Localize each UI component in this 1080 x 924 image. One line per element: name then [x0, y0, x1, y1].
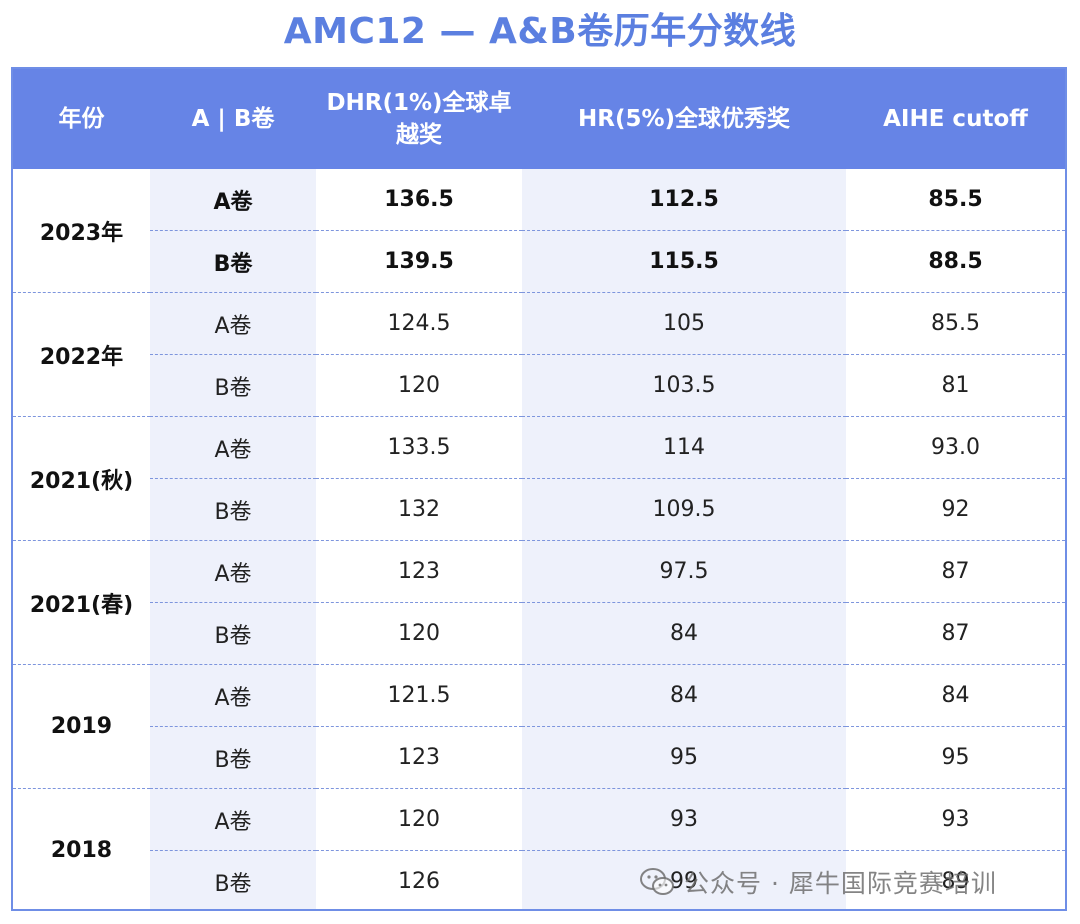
- hr-cell: 93: [522, 788, 846, 851]
- table-row: 2021(秋) A卷 133.5 114 93.0: [13, 416, 1065, 541]
- paper-cell: B卷: [150, 850, 316, 909]
- watermark: 公众号 · 犀牛国际竞赛培训: [640, 862, 997, 902]
- header-row: 年份 A | B卷 DHR(1%)全球卓越奖 HR(5%)全球优秀奖 AIHE …: [13, 69, 1065, 169]
- year-cell: 2022年: [13, 292, 150, 417]
- aihe-cell: 88.5: [846, 230, 1065, 293]
- dhr-cell: 123: [316, 726, 522, 789]
- table-body: 2023年 A卷 136.5 112.5 85.5 B卷 139.5 115.5…: [13, 169, 1065, 909]
- table-row: 2023年 A卷 136.5 112.5 85.5: [13, 169, 1065, 293]
- table-row: 2021(春) A卷 123 97.5 87: [13, 540, 1065, 665]
- aihe-cell: 95: [846, 726, 1065, 789]
- year-cell: 2023年: [13, 169, 150, 293]
- aihe-cell: 81: [846, 354, 1065, 417]
- table-header: 年份 A | B卷 DHR(1%)全球卓越奖 HR(5%)全球优秀奖 AIHE …: [13, 69, 1065, 169]
- score-table-container: 年份 A | B卷 DHR(1%)全球卓越奖 HR(5%)全球优秀奖 AIHE …: [11, 67, 1067, 911]
- aihe-cell: 87: [846, 602, 1065, 665]
- dhr-cell: 139.5: [316, 230, 522, 293]
- dhr-cell: 133.5: [316, 416, 522, 479]
- paper-cell: B卷: [150, 230, 316, 293]
- paper-cell: A卷: [150, 664, 316, 727]
- dhr-cell: 120: [316, 354, 522, 417]
- header-paper: A | B卷: [150, 69, 316, 169]
- table-row: B卷 126 99 89: [13, 850, 1065, 909]
- dhr-cell: 126: [316, 850, 522, 909]
- dhr-cell: 121.5: [316, 664, 522, 727]
- aihe-cell: 85.5: [846, 292, 1065, 355]
- hr-cell: 105: [522, 292, 846, 355]
- hr-cell: 97.5: [522, 540, 846, 603]
- paper-cell: B卷: [150, 602, 316, 665]
- header-dhr: DHR(1%)全球卓越奖: [316, 69, 522, 169]
- hr-cell: 112.5: [522, 169, 846, 231]
- page-title: AMC12 — A&B卷历年分数线: [283, 11, 797, 52]
- year-cell: 2019: [13, 664, 150, 789]
- table-row: B卷 139.5 115.5 88.5: [13, 230, 1065, 293]
- hr-cell: 95: [522, 726, 846, 789]
- dhr-cell: 124.5: [316, 292, 522, 355]
- table-row: B卷 132 109.5 92: [13, 478, 1065, 541]
- dhr-cell: 120: [316, 602, 522, 665]
- dhr-cell: 120: [316, 788, 522, 851]
- table-row: B卷 120 103.5 81: [13, 354, 1065, 417]
- year-cell: 2021(春): [13, 540, 150, 665]
- hr-cell: 109.5: [522, 478, 846, 541]
- year-cell: 2018: [13, 788, 150, 909]
- table-row: 2022年 A卷 124.5 105 85.5: [13, 292, 1065, 417]
- paper-cell: A卷: [150, 788, 316, 851]
- dhr-cell: 123: [316, 540, 522, 603]
- aihe-cell: 85.5: [846, 169, 1065, 231]
- dhr-cell: 132: [316, 478, 522, 541]
- aihe-cell: 87: [846, 540, 1065, 603]
- year-cell: 2021(秋): [13, 416, 150, 541]
- paper-cell: A卷: [150, 540, 316, 603]
- watermark-text: 公众号 · 犀牛国际竞赛培训: [684, 869, 997, 898]
- hr-cell: 115.5: [522, 230, 846, 293]
- hr-cell: 99: [522, 850, 846, 909]
- wechat-icon: [640, 868, 674, 895]
- dhr-cell: 136.5: [316, 169, 522, 231]
- aihe-cell: 93: [846, 788, 1065, 851]
- hr-cell: 103.5: [522, 354, 846, 417]
- aihe-cell: 89: [846, 850, 1065, 909]
- paper-cell: B卷: [150, 726, 316, 789]
- score-table: 年份 A | B卷 DHR(1%)全球卓越奖 HR(5%)全球优秀奖 AIHE …: [13, 69, 1065, 909]
- aihe-cell: 92: [846, 478, 1065, 541]
- hr-cell: 84: [522, 664, 846, 727]
- table-row: B卷 123 95 95: [13, 726, 1065, 789]
- paper-cell: B卷: [150, 354, 316, 417]
- hr-cell: 84: [522, 602, 846, 665]
- aihe-cell: 93.0: [846, 416, 1065, 479]
- table-row: B卷 120 84 87: [13, 602, 1065, 665]
- header-aihe: AIHE cutoff: [846, 69, 1065, 169]
- paper-cell: A卷: [150, 169, 316, 231]
- aihe-cell: 84: [846, 664, 1065, 727]
- header-year: 年份: [13, 69, 150, 169]
- table-row: 2019 A卷 121.5 84 84: [13, 664, 1065, 789]
- hr-cell: 114: [522, 416, 846, 479]
- paper-cell: A卷: [150, 292, 316, 355]
- paper-cell: B卷: [150, 478, 316, 541]
- paper-cell: A卷: [150, 416, 316, 479]
- table-row: 2018 A卷 120 93 93: [13, 788, 1065, 909]
- header-hr: HR(5%)全球优秀奖: [522, 69, 846, 169]
